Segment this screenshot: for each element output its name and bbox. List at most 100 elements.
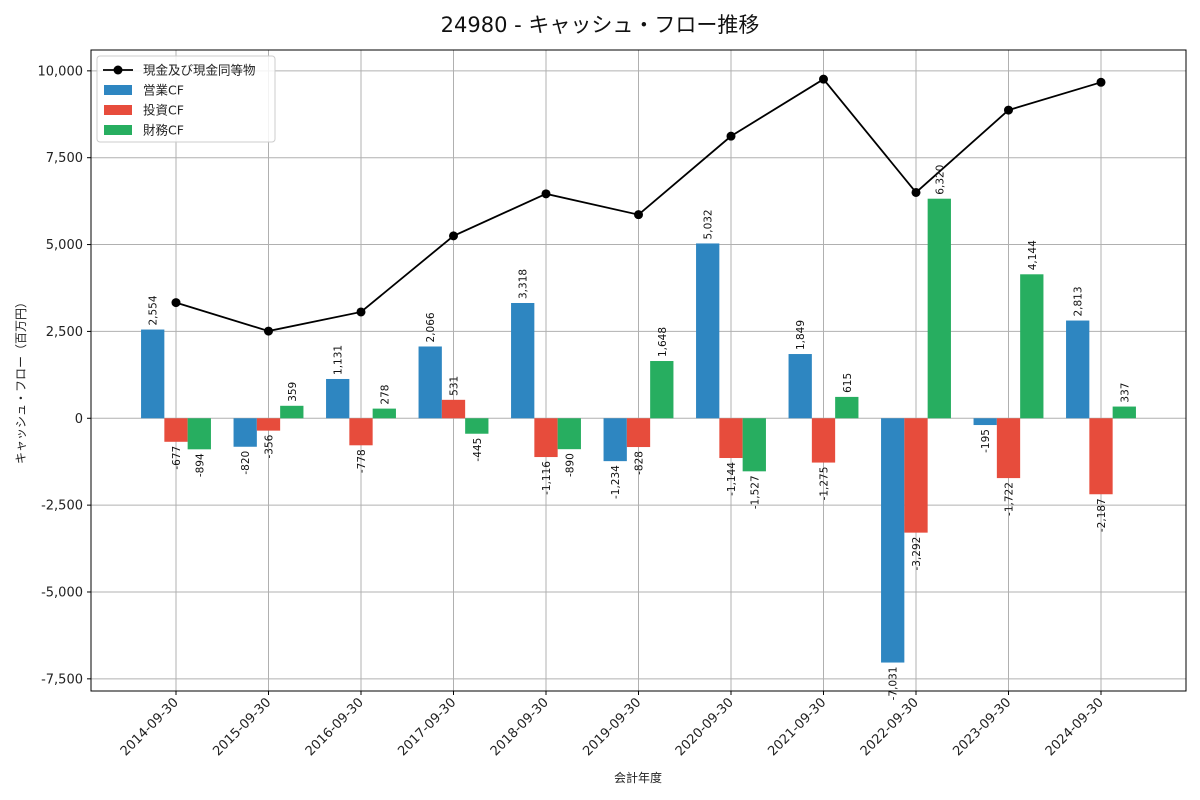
- cash-line-point: [819, 74, 828, 84]
- y-tick-label: -7,500: [41, 672, 83, 687]
- bar-value-label: 615: [842, 373, 854, 393]
- bar-営業CF: [788, 354, 812, 419]
- bar-value-label: 5,032: [703, 209, 715, 239]
- cash-line-point: [634, 210, 643, 220]
- bar-財務CF: [742, 418, 766, 472]
- bar-営業CF: [326, 378, 350, 419]
- x-tick-label: 2021-09-30: [765, 695, 829, 759]
- bar-value-label: -1,234: [610, 465, 622, 499]
- bar-財務CF: [650, 361, 674, 419]
- bar-value-label: -820: [240, 451, 252, 475]
- bar-value-label: -778: [356, 449, 368, 473]
- bar-value-label: 531: [449, 376, 461, 396]
- bar-value-label: -7,031: [888, 667, 900, 701]
- cash-line-point: [449, 231, 458, 241]
- x-tick-label: 2018-09-30: [488, 695, 552, 759]
- bar-投資CF: [1089, 418, 1113, 495]
- y-axis-label: キャッシュ・フロー（百万円）: [14, 296, 28, 464]
- cash-line-point: [541, 189, 551, 199]
- bar-投資CF: [996, 418, 1021, 479]
- x-tick-label: 2017-09-30: [395, 695, 459, 759]
- bar-value-label: 337: [1119, 383, 1131, 403]
- bar-財務CF: [557, 418, 581, 450]
- legend-label: 投資CF: [143, 103, 184, 118]
- legend-line-marker: [113, 65, 123, 75]
- bar-営業CF: [141, 329, 165, 419]
- bar-財務CF: [927, 198, 951, 419]
- legend-label: 財務CF: [143, 123, 184, 138]
- y-tick-label: 7,500: [46, 151, 83, 166]
- y-tick-label: -5,000: [41, 585, 83, 600]
- legend-bar-swatch: [104, 85, 132, 95]
- y-tick-label: 0: [75, 412, 83, 427]
- bar-財務CF: [187, 418, 211, 450]
- x-tick-label: 2024-09-30: [1043, 695, 1107, 759]
- bar-投資CF: [441, 399, 466, 419]
- bar-value-label: -1,722: [1004, 482, 1016, 516]
- bar-財務CF: [1020, 274, 1044, 419]
- bar-営業CF: [973, 418, 997, 426]
- bar-財務CF: [280, 405, 304, 419]
- x-tick-label: 2019-09-30: [580, 695, 644, 759]
- bar-投資CF: [904, 418, 928, 533]
- bar-投資CF: [256, 418, 281, 431]
- x-tick-label: 2016-09-30: [303, 695, 367, 759]
- bar-営業CF: [1066, 320, 1090, 419]
- x-tick-label: 2022-09-30: [858, 695, 922, 759]
- legend-bar-swatch: [104, 125, 132, 135]
- bar-営業CF: [233, 418, 257, 447]
- y-tick-label: 2,500: [46, 325, 83, 340]
- bar-営業CF: [603, 418, 627, 462]
- bar-投資CF: [534, 418, 558, 458]
- y-tick-label: 5,000: [46, 238, 83, 253]
- legend-label: 営業CF: [143, 83, 184, 98]
- y-tick-label: -2,500: [41, 499, 83, 514]
- bar-投資CF: [164, 418, 188, 442]
- x-axis-label: 会計年度: [614, 770, 662, 785]
- bar-財務CF: [465, 418, 489, 434]
- bar-value-label: -894: [194, 453, 206, 477]
- bar-財務CF: [372, 408, 396, 419]
- cash-line-point: [356, 307, 366, 317]
- bar-営業CF: [418, 346, 442, 419]
- bar-value-label: 3,318: [518, 269, 530, 299]
- bar-投資CF: [349, 418, 373, 446]
- bar-営業CF: [511, 302, 535, 419]
- bar-投資CF: [811, 418, 836, 463]
- bar-value-label: 4,144: [1027, 240, 1039, 270]
- bar-value-label: -1,116: [541, 461, 553, 495]
- cash-line: [171, 74, 1106, 336]
- cash-line-point: [726, 131, 736, 141]
- x-tick-label: 2015-09-30: [210, 695, 274, 759]
- x-tick-labels: 2014-09-30 2015-09-30 2016-09-30 2017-09-30…: [118, 691, 1107, 759]
- bar-value-label: -677: [171, 446, 183, 470]
- bar-value-label: -195: [980, 429, 992, 453]
- bar-value-label: 6,320: [934, 165, 946, 195]
- bar-value-label: 359: [287, 382, 299, 402]
- bar-営業CF: [696, 243, 720, 419]
- bar-value-label: -828: [634, 451, 646, 475]
- bar-value-label: 2,066: [425, 312, 437, 342]
- legend-bar-swatch: [104, 105, 132, 115]
- bar-value-label: -1,144: [726, 462, 738, 496]
- bar-value-label: -445: [472, 438, 484, 462]
- legend-box: [96, 55, 276, 143]
- y-tick-label: 10,000: [38, 64, 84, 79]
- cash-line-point: [911, 187, 921, 197]
- bar-value-label: 1,648: [657, 327, 669, 357]
- bar-value-label: 278: [379, 385, 391, 405]
- bar-財務CF: [1112, 406, 1136, 419]
- chart-title: 24980 - キャッシュ・フロー推移: [441, 13, 760, 37]
- x-tick-label: 2020-09-30: [673, 695, 737, 759]
- bar-value-label: -2,187: [1096, 498, 1108, 532]
- cash-line-point: [1096, 77, 1106, 87]
- cash-line-point: [171, 298, 181, 308]
- bar-営業CF: [881, 418, 905, 663]
- bar-value-label: 2,813: [1073, 286, 1085, 316]
- bar-value-label: -890: [564, 453, 576, 477]
- bar-value-label: 1,849: [795, 320, 807, 350]
- bar-value-label: 1,131: [333, 345, 345, 375]
- cash-line-point: [264, 326, 273, 336]
- legend-label: 現金及び現金同等物: [143, 63, 256, 78]
